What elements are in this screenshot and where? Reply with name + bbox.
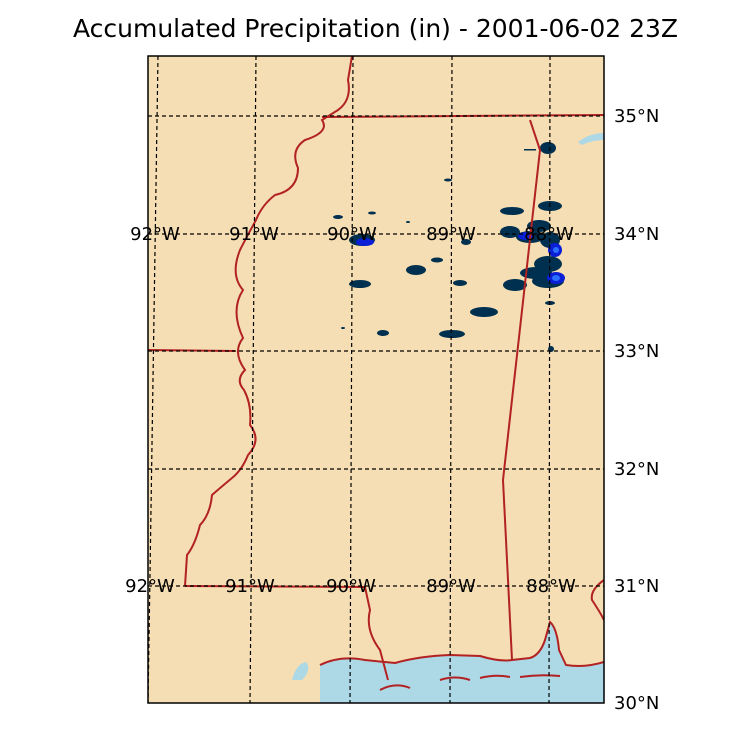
lon-label-90: 90°W xyxy=(327,224,377,245)
lon-label-91-lower: 91°W xyxy=(225,576,275,597)
map-title: Accumulated Precipitation (in) - 2001-06… xyxy=(72,14,679,43)
longitude-labels-lower: 92°W 91°W 90°W 89°W 88°W xyxy=(125,576,576,597)
lon-label-91: 91°W xyxy=(229,224,279,245)
lon-label-89-lower: 89°W xyxy=(426,576,476,597)
longitude-labels-upper: 92°W 91°W 90°W 89°W 88°W xyxy=(130,224,574,245)
lat-label-32: 32°N xyxy=(614,459,659,480)
lat-label-31: 31°N xyxy=(614,576,659,597)
lat-label-34: 34°N xyxy=(614,224,659,245)
lon-label-88-lower: 88°W xyxy=(526,576,576,597)
lon-label-89: 89°W xyxy=(426,224,476,245)
lake xyxy=(292,662,309,680)
map-frame xyxy=(147,55,605,704)
lat-label-33: 33°N xyxy=(614,341,659,362)
lat-label-30: 30°N xyxy=(614,693,659,714)
lake xyxy=(578,133,604,145)
latitude-labels: 35°N 34°N 33°N 32°N 31°N 30°N xyxy=(614,106,659,714)
lon-label-92: 92°W xyxy=(130,224,180,245)
gulf-water xyxy=(320,622,604,703)
lon-label-90-lower: 90°W xyxy=(326,576,376,597)
graticule xyxy=(148,56,604,703)
land-area xyxy=(148,56,604,703)
lat-label-35: 35°N xyxy=(614,106,659,127)
lon-label-92-lower: 92°W xyxy=(125,576,175,597)
lon-label-88: 88°W xyxy=(524,224,574,245)
